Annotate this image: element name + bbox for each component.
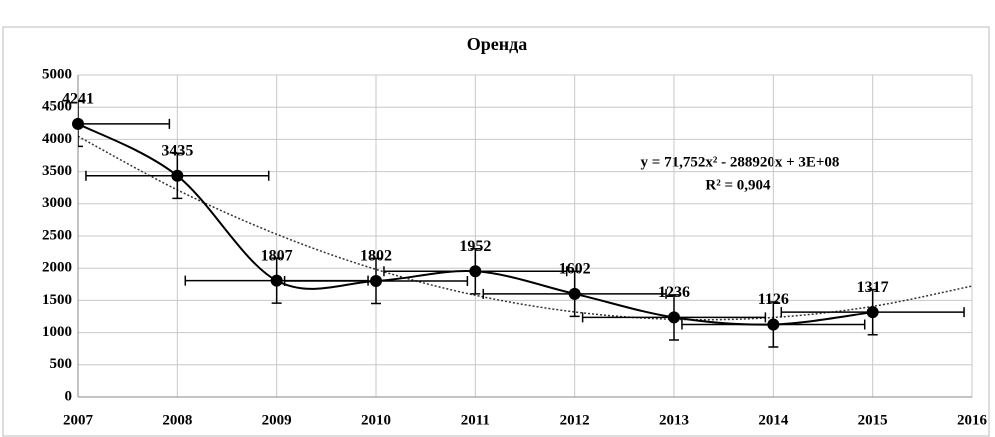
x-tick-label: 2012	[560, 412, 590, 428]
y-tick-label: 3000	[42, 195, 72, 211]
x-tick-label: 2010	[361, 412, 391, 428]
x-tick-label: 2015	[858, 412, 888, 428]
y-tick-label: 5000	[42, 66, 72, 82]
point	[469, 265, 482, 278]
x-tick-label: 2009	[262, 412, 292, 428]
y-tick-label: 2500	[42, 227, 72, 243]
chart-frame	[2, 26, 990, 437]
y-error-bar	[78, 100, 83, 148]
x-tick-label: 2008	[162, 412, 192, 428]
data-label: 1317	[857, 279, 889, 296]
trendline	[78, 135, 972, 321]
y-tick-label: 4000	[42, 131, 72, 147]
data-label: 3435	[161, 142, 193, 159]
x-tick-label: 2014	[758, 412, 789, 428]
data-label: 4241	[62, 91, 94, 108]
x-tick-label: 2016	[957, 412, 988, 428]
data-label: 1807	[261, 247, 293, 264]
data-label: 1602	[559, 261, 591, 278]
point	[767, 318, 780, 331]
chart-title: Оренда	[467, 34, 527, 54]
trend-equation: y = 71,752x² - 288920x + 3E+08	[641, 154, 840, 170]
data-label: 1802	[360, 248, 392, 265]
y-tick-label: 2000	[42, 260, 72, 276]
data-label: 1236	[658, 284, 690, 301]
point	[568, 287, 581, 300]
point	[668, 311, 680, 324]
point	[171, 169, 184, 182]
x-tick-label: 2011	[461, 412, 490, 428]
point	[270, 274, 283, 287]
x-tick-label: 2007	[63, 412, 94, 428]
point	[72, 117, 84, 130]
point	[370, 274, 382, 287]
y-tick-label: 3500	[42, 163, 72, 179]
data-label: 1126	[758, 291, 789, 308]
y-tick-label: 500	[50, 356, 73, 372]
y-tick-label: 1000	[42, 324, 72, 340]
x-tick-label: 2013	[659, 412, 689, 428]
y-tick-label: 4500	[42, 99, 72, 115]
y-tick-label: 0	[65, 388, 73, 404]
data-label: 1952	[459, 238, 491, 255]
r-squared: R² = 0,904	[705, 177, 771, 193]
point	[866, 306, 879, 319]
y-tick-label: 1500	[42, 292, 72, 308]
